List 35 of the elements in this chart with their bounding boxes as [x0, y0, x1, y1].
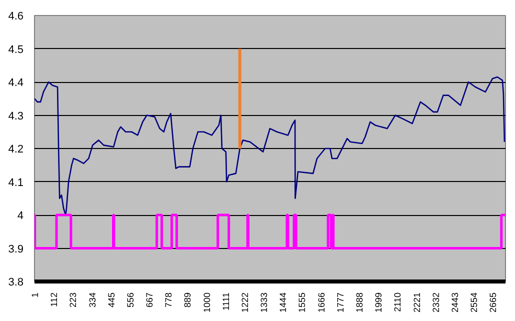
line-series: [34, 76, 506, 216]
x-tick-label: 1999: [374, 292, 384, 313]
x-tick-label: 334: [87, 292, 98, 308]
x-tick-label: 2110: [392, 292, 403, 312]
x-tick-label: 2332: [430, 292, 441, 313]
x-tick-label: 445: [106, 292, 116, 308]
x-tick-label: 1777: [335, 292, 346, 313]
x-tick-label: 112: [49, 292, 60, 307]
y-tick-label: 4.6: [8, 10, 24, 22]
x-tick-label: 1111: [220, 292, 231, 311]
x-tick-label: 2554: [469, 292, 480, 313]
x-tick-label: 2221: [412, 292, 422, 313]
y-tick-label: 4: [17, 210, 24, 222]
x-tick-label: 2665: [488, 292, 498, 313]
x-tick-label: 889: [182, 292, 193, 308]
y-tick-label: 4.4: [8, 77, 24, 89]
x-tick-label: 556: [125, 292, 136, 308]
x-tick-label: 667: [144, 292, 155, 308]
y-tick-label: 4.2: [8, 144, 24, 156]
x-tick-label: 1666: [316, 292, 326, 313]
x-tick-label: 1444: [278, 292, 288, 313]
y-tick-label: 3.8: [8, 276, 24, 288]
y-tick-label: 3.9: [8, 243, 24, 256]
y-tick-label: 4.5: [8, 44, 24, 56]
x-tick-label: 1: [30, 292, 40, 298]
x-tick-label: 1333: [259, 292, 270, 313]
x-tick-label: 223: [68, 292, 78, 308]
x-tick-label: 1000: [202, 292, 212, 313]
x-tick-label: 778: [164, 292, 174, 308]
x-tick-label: 1222: [240, 292, 250, 313]
x-tick-label: 1555: [297, 292, 308, 313]
y-tick-label: 4.1: [8, 176, 24, 189]
x-tick-label: 2443: [450, 292, 460, 313]
y-tick-label: 4.3: [8, 110, 24, 122]
x-tick-label: 1888: [354, 292, 364, 313]
